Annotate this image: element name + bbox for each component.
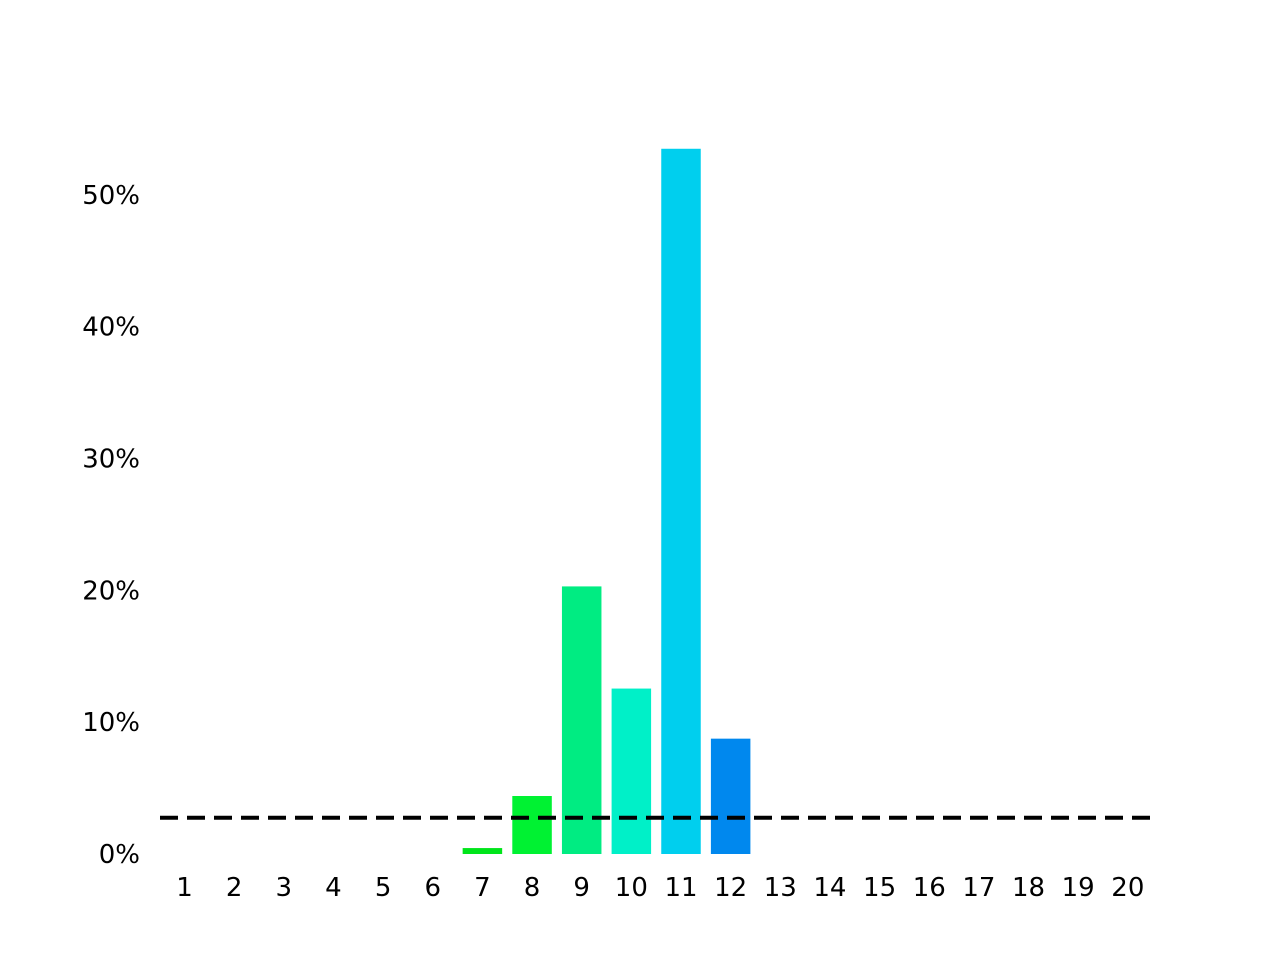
y-tick-label: 50% — [82, 181, 140, 211]
x-tick-label: 15 — [863, 873, 896, 903]
bar-11 — [661, 148, 701, 854]
bar-10 — [611, 688, 652, 854]
x-tick-label: 16 — [913, 873, 946, 903]
x-tick-label: 2 — [226, 873, 243, 903]
x-tick-label: 13 — [764, 873, 797, 903]
y-tick-label: 20% — [82, 576, 140, 606]
x-tick-label: 17 — [962, 873, 995, 903]
bar-9 — [561, 586, 602, 854]
x-tick-label: 3 — [276, 873, 293, 903]
x-tick-label: 1 — [176, 873, 193, 903]
y-tick-label: 0% — [99, 840, 140, 870]
bar-8 — [512, 796, 552, 854]
x-tick-label: 20 — [1111, 873, 1144, 903]
x-tick-label: 10 — [615, 873, 648, 903]
x-tick-label: 7 — [474, 873, 491, 903]
x-tick-label: 8 — [524, 873, 541, 903]
x-tick-label: 14 — [813, 873, 846, 903]
bar-7 — [462, 848, 503, 854]
y-tick-label: 30% — [82, 445, 140, 475]
x-tick-label: 4 — [325, 873, 342, 903]
x-tick-label: 12 — [714, 873, 747, 903]
x-tick-label: 9 — [573, 873, 590, 903]
x-tick-label: 6 — [424, 873, 441, 903]
x-tick-labels: 1 2 3 4 5 6 7 8 9 10 11 12 13 14 15 16 17 18 19 20 — [176, 873, 1144, 903]
x-tick-label: 11 — [664, 873, 697, 903]
y-tick-label: 10% — [82, 708, 140, 738]
x-tick-label: 5 — [375, 873, 392, 903]
y-tick-label: 40% — [82, 313, 140, 343]
bars-group — [462, 148, 751, 854]
y-tick-labels: 0% 10% 20% 30% 40% 50% — [82, 181, 140, 870]
x-tick-label: 19 — [1062, 873, 1095, 903]
x-tick-label: 18 — [1012, 873, 1045, 903]
bar-12 — [710, 738, 751, 854]
